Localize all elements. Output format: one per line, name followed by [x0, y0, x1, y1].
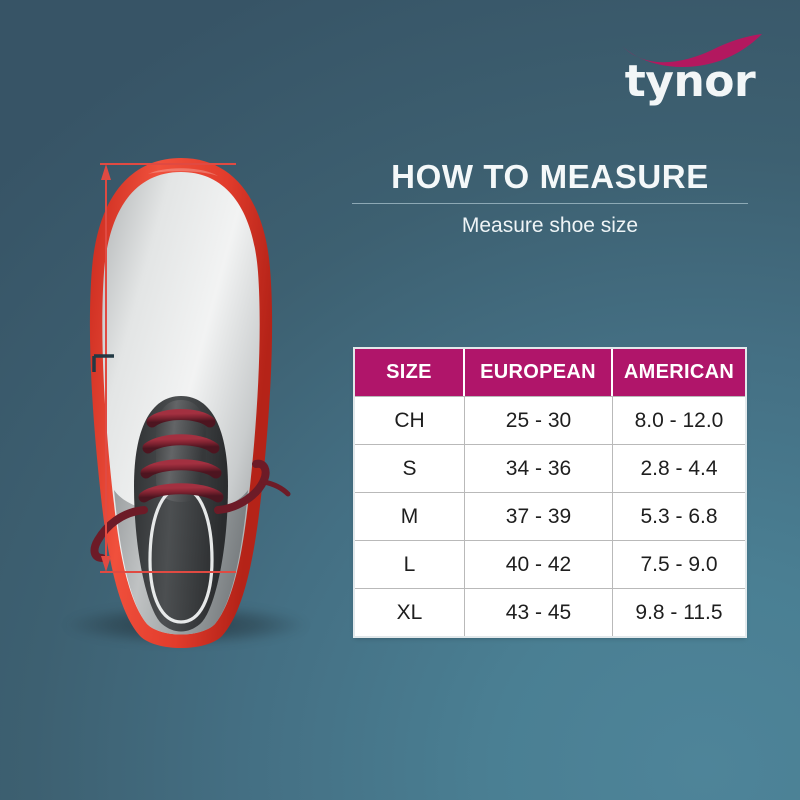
cell-european: 37 - 39 — [465, 492, 613, 540]
column-header-size: SIZE — [355, 349, 465, 396]
table-header-row: SIZE EUROPEAN AMERICAN — [355, 349, 745, 396]
width-corner-marker — [92, 354, 114, 372]
brand-wordmark: tynor — [624, 56, 756, 107]
cell-american: 7.5 - 9.0 — [613, 540, 745, 588]
arrow-head-bottom — [101, 556, 111, 572]
cell-european: 34 - 36 — [465, 444, 613, 492]
table-row: XL 43 - 45 9.8 - 11.5 — [355, 588, 745, 636]
cell-american: 2.8 - 4.4 — [613, 444, 745, 492]
title-divider — [352, 203, 748, 204]
cell-european: 25 - 30 — [465, 396, 613, 444]
swoosh-icon — [622, 34, 762, 67]
cell-size: CH — [355, 396, 465, 444]
measurement-overlay — [92, 163, 236, 573]
shoe-illustration — [36, 150, 326, 660]
cell-european: 43 - 45 — [465, 588, 613, 636]
cell-size: S — [355, 444, 465, 492]
arrow-head-top — [101, 164, 111, 180]
table-row: S 34 - 36 2.8 - 4.4 — [355, 444, 745, 492]
table-row: CH 25 - 30 8.0 - 12.0 — [355, 396, 745, 444]
cell-size: L — [355, 540, 465, 588]
page-subtitle: Measure shoe size — [461, 214, 639, 237]
brand-logo: tynor — [612, 26, 768, 118]
cell-size: XL — [355, 588, 465, 636]
cell-size: M — [355, 492, 465, 540]
cell-american: 9.8 - 11.5 — [613, 588, 745, 636]
column-header-american: AMERICAN — [613, 349, 745, 396]
cell-european: 40 - 42 — [465, 540, 613, 588]
table-row: M 37 - 39 5.3 - 6.8 — [355, 492, 745, 540]
page-title: HOW TO MEASURE — [391, 158, 709, 195]
cell-american: 8.0 - 12.0 — [613, 396, 745, 444]
cell-american: 5.3 - 6.8 — [613, 492, 745, 540]
size-chart-table: SIZE EUROPEAN AMERICAN CH 25 - 30 8.0 - … — [355, 349, 745, 636]
column-header-european: EUROPEAN — [465, 349, 613, 396]
table-row: L 40 - 42 7.5 - 9.0 — [355, 540, 745, 588]
